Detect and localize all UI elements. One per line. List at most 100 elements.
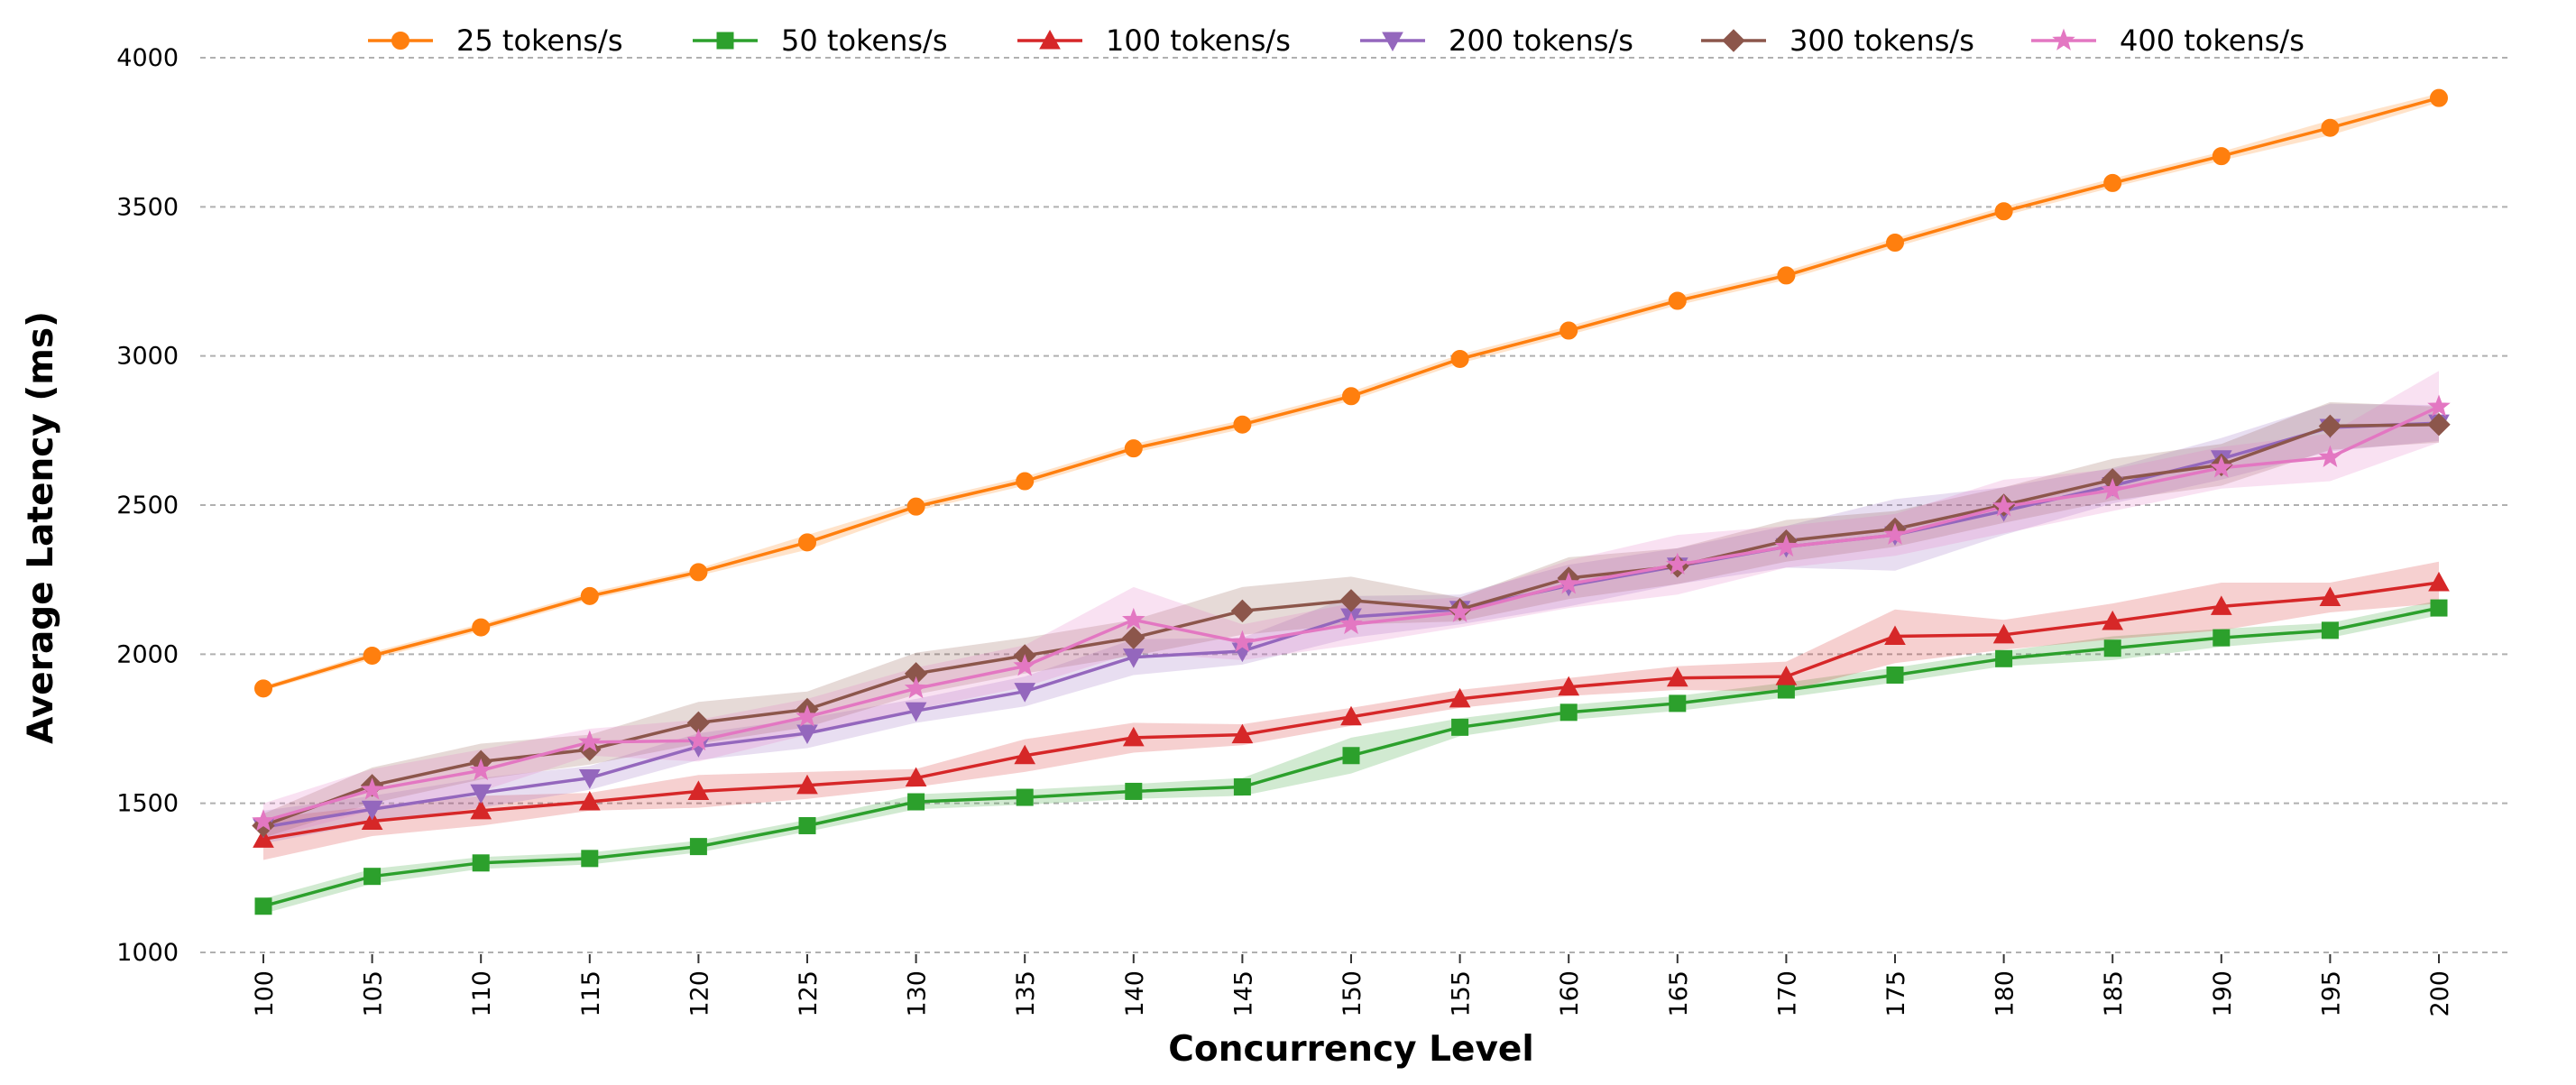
point-300-tokens-s-145 bbox=[1230, 599, 1255, 623]
point-50-tokens-s-180 bbox=[1995, 649, 2013, 667]
point-100-tokens-s-195 bbox=[2319, 586, 2341, 607]
point-25-tokens-s-100 bbox=[254, 679, 272, 698]
point-50-tokens-s-140 bbox=[1125, 782, 1143, 800]
point-400-tokens-s-145 bbox=[1230, 630, 1255, 652]
point-400-tokens-s-135 bbox=[1013, 654, 1036, 676]
point-100-tokens-s-140 bbox=[1122, 726, 1145, 747]
point-400-tokens-s-165 bbox=[1666, 552, 1689, 575]
point-300-tokens-s-150 bbox=[1339, 589, 1363, 612]
x-tick-label-200: 200 bbox=[2426, 970, 2454, 1017]
point-100-tokens-s-190 bbox=[2210, 595, 2232, 615]
point-25-tokens-s-160 bbox=[1559, 321, 1578, 340]
point-50-tokens-s-195 bbox=[2321, 621, 2339, 639]
point-50-tokens-s-110 bbox=[472, 854, 490, 872]
x-tick-label-190: 190 bbox=[2209, 970, 2237, 1017]
point-100-tokens-s-115 bbox=[578, 790, 601, 811]
x-tick-label-165: 165 bbox=[1665, 970, 1693, 1017]
point-50-tokens-s-120 bbox=[689, 838, 707, 856]
point-50-tokens-s-155 bbox=[1451, 718, 1469, 736]
point-50-tokens-s-105 bbox=[363, 868, 382, 886]
point-400-tokens-s-190 bbox=[2210, 455, 2233, 478]
point-300-tokens-s-115 bbox=[578, 738, 602, 761]
point-25-tokens-s-130 bbox=[906, 497, 925, 516]
point-100-tokens-s-100 bbox=[253, 828, 274, 848]
point-50-tokens-s-135 bbox=[1016, 788, 1034, 806]
point-300-tokens-s-195 bbox=[2318, 414, 2342, 438]
point-300-tokens-s-200 bbox=[2427, 413, 2451, 437]
point-400-tokens-s-160 bbox=[1557, 572, 1580, 594]
point-400-tokens-s-175 bbox=[1883, 522, 1907, 545]
point-100-tokens-s-135 bbox=[1014, 744, 1036, 765]
point-400-tokens-s-115 bbox=[578, 730, 602, 752]
x-tick-label-185: 185 bbox=[2100, 970, 2128, 1017]
point-25-tokens-s-185 bbox=[2103, 173, 2122, 192]
y-tick-label-2000: 2000 bbox=[116, 640, 179, 668]
point-100-tokens-s-185 bbox=[2102, 610, 2124, 630]
x-tick-label-150: 150 bbox=[1339, 970, 1366, 1017]
legend-marker-400-tokens-s bbox=[2052, 28, 2075, 51]
point-400-tokens-s-120 bbox=[686, 728, 711, 751]
x-tick-label-170: 170 bbox=[1773, 970, 1801, 1017]
point-100-tokens-s-110 bbox=[470, 799, 492, 820]
point-400-tokens-s-150 bbox=[1339, 611, 1363, 635]
point-100-tokens-s-125 bbox=[796, 774, 818, 795]
point-25-tokens-s-135 bbox=[1016, 472, 1035, 491]
point-25-tokens-s-105 bbox=[363, 646, 382, 665]
point-50-tokens-s-130 bbox=[907, 793, 925, 811]
x-axis-ticks: 100 105 110 115 120 125 130 135 140 145 150 155 160 1… bbox=[251, 954, 2454, 1017]
x-tick-label-175: 175 bbox=[1882, 970, 1910, 1017]
point-100-tokens-s-200 bbox=[2428, 571, 2450, 592]
point-50-tokens-s-200 bbox=[2430, 599, 2448, 617]
point-100-tokens-s-165 bbox=[1666, 667, 1688, 687]
legend-marker-50-tokens-s bbox=[716, 32, 734, 50]
point-100-tokens-s-155 bbox=[1449, 687, 1471, 708]
point-100-tokens-s-130 bbox=[905, 767, 927, 787]
x-tick-label-130: 130 bbox=[904, 970, 932, 1017]
y-tick-label-1000: 1000 bbox=[116, 939, 179, 967]
point-25-tokens-s-150 bbox=[1342, 387, 1360, 406]
point-300-tokens-s-140 bbox=[1122, 626, 1145, 649]
x-tick-label-145: 145 bbox=[1229, 970, 1257, 1017]
x-tick-label-195: 195 bbox=[2317, 970, 2345, 1017]
point-400-tokens-s-180 bbox=[1992, 494, 2016, 517]
x-tick-label-125: 125 bbox=[795, 970, 823, 1017]
series-markers bbox=[252, 88, 2451, 915]
legend-marker-300-tokens-s bbox=[1722, 29, 1745, 52]
point-400-tokens-s-105 bbox=[360, 777, 384, 800]
point-200-tokens-s-135 bbox=[1014, 683, 1036, 703]
point-400-tokens-s-140 bbox=[1122, 607, 1145, 630]
point-100-tokens-s-170 bbox=[1775, 666, 1798, 685]
legend-label-50-tokens-s: 50 tokens/s bbox=[781, 23, 948, 58]
point-200-tokens-s-125 bbox=[796, 724, 818, 744]
point-25-tokens-s-180 bbox=[1994, 202, 2013, 221]
point-100-tokens-s-180 bbox=[1992, 623, 2015, 644]
point-100-tokens-s-145 bbox=[1231, 723, 1254, 744]
point-100-tokens-s-175 bbox=[1884, 625, 1906, 645]
x-tick-label-135: 135 bbox=[1012, 970, 1040, 1017]
y-tick-label-2500: 2500 bbox=[116, 492, 179, 520]
point-400-tokens-s-125 bbox=[796, 704, 819, 727]
point-50-tokens-s-185 bbox=[2103, 639, 2121, 657]
y-tick-label-3000: 3000 bbox=[116, 343, 179, 371]
point-50-tokens-s-145 bbox=[1233, 777, 1251, 795]
grid-lines bbox=[200, 57, 2509, 953]
point-50-tokens-s-175 bbox=[1886, 666, 1904, 684]
x-tick-label-110: 110 bbox=[468, 970, 496, 1017]
x-tick-label-140: 140 bbox=[1121, 970, 1149, 1017]
x-tick-label-120: 120 bbox=[685, 970, 713, 1017]
y-tick-label-4000: 4000 bbox=[116, 44, 179, 72]
point-25-tokens-s-200 bbox=[2430, 88, 2448, 107]
point-25-tokens-s-190 bbox=[2212, 147, 2231, 166]
point-400-tokens-s-110 bbox=[469, 758, 492, 781]
point-50-tokens-s-100 bbox=[254, 897, 272, 915]
x-tick-label-105: 105 bbox=[360, 970, 388, 1017]
point-400-tokens-s-130 bbox=[904, 676, 928, 699]
legend-label-100-tokens-s: 100 tokens/s bbox=[1106, 23, 1291, 58]
legend-label-200-tokens-s: 200 tokens/s bbox=[1449, 23, 1633, 58]
point-400-tokens-s-200 bbox=[2427, 394, 2451, 417]
point-25-tokens-s-140 bbox=[1124, 439, 1143, 458]
point-50-tokens-s-150 bbox=[1342, 747, 1360, 765]
point-25-tokens-s-155 bbox=[1450, 349, 1469, 368]
point-100-tokens-s-105 bbox=[361, 810, 383, 831]
